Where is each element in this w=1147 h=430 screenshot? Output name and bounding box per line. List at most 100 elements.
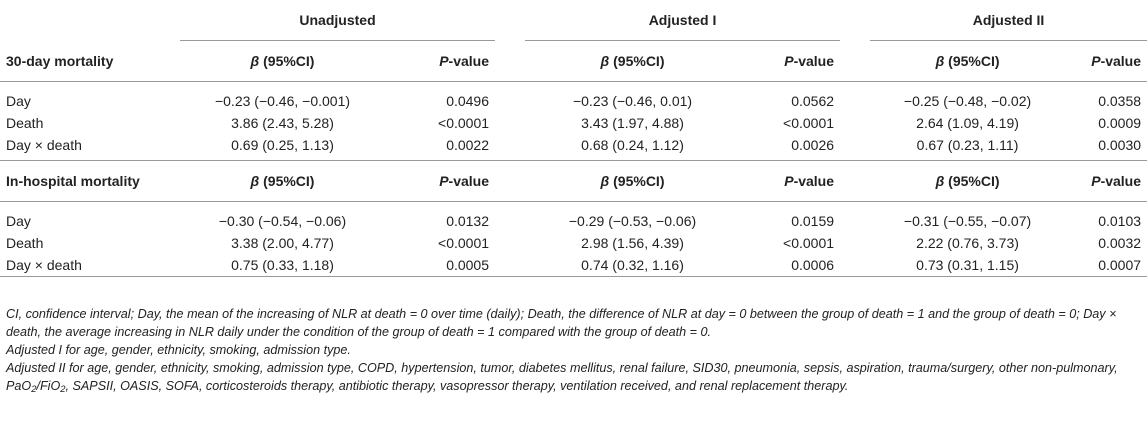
beta-symbol: β <box>250 52 260 69</box>
p-header-text: -value <box>448 52 490 69</box>
p-value: 0.0009 <box>1098 114 1142 131</box>
section-title: 30-day mortality <box>0 40 180 82</box>
p-value: 0.0358 <box>1098 92 1142 109</box>
beta-header-text: (95%CI) <box>259 172 315 189</box>
p-header: P-value <box>740 40 841 82</box>
p-letter: P <box>784 52 794 69</box>
beta-value: −0.23 (−0.46, −0.001) <box>214 92 351 109</box>
beta-value: 0.67 (0.23, 1.11) <box>916 136 1019 153</box>
p-letter: P <box>439 172 449 189</box>
p-value: 0.0022 <box>446 136 490 153</box>
beta-header: β (95%CI) <box>180 159 385 202</box>
beta-value: −0.30 (−0.54, −0.06) <box>218 212 347 229</box>
group-gap <box>840 0 870 41</box>
beta-value: 0.75 (0.33, 1.18) <box>180 253 385 277</box>
p-header-text: -value <box>793 172 835 189</box>
beta-value: 0.74 (0.32, 1.16) <box>525 253 741 277</box>
row-label: Day × death <box>6 136 82 153</box>
beta-value: −0.25 (−0.48, −0.02) <box>903 92 1032 109</box>
beta-value: 0.68 (0.24, 1.12) <box>581 136 684 153</box>
spacer-row <box>0 81 1147 90</box>
footnote-adjusted-2-text: /FiO <box>36 379 61 393</box>
p-header: P-value <box>1065 159 1147 202</box>
table-row: Day −0.23 (−0.46, −0.001) 0.0496 −0.23 (… <box>0 90 1147 112</box>
group-header-row: Unadjusted Adjusted I Adjusted II <box>0 0 1147 41</box>
subscript: 2 <box>31 383 37 395</box>
p-header-text: -value <box>1100 52 1142 69</box>
beta-symbol: β <box>935 52 945 69</box>
p-value: 0.0007 <box>1065 253 1147 277</box>
p-value: <0.0001 <box>438 114 490 131</box>
beta-value: −0.29 (−0.53, −0.06) <box>568 212 697 229</box>
beta-value: 3.38 (2.00, 4.77) <box>231 234 334 251</box>
beta-header: β (95%CI) <box>870 40 1066 82</box>
footnote-adjusted-2-text: Adjusted II for age, gender, ethnicity, … <box>6 361 1118 393</box>
p-value: 0.0006 <box>740 253 841 277</box>
beta-header: β (95%CI) <box>525 40 741 82</box>
footnote-adjusted-1: Adjusted I for age, gender, ethnicity, s… <box>6 343 351 357</box>
p-value: 0.0032 <box>1098 234 1142 251</box>
row-label: Death <box>6 234 44 251</box>
beta-header-text: (95%CI) <box>609 52 665 69</box>
p-value: 0.0103 <box>1098 212 1142 229</box>
beta-value: 2.64 (1.09, 4.19) <box>916 114 1019 131</box>
spacer-row <box>0 201 1147 210</box>
group-header-adjusted-1: Adjusted I <box>525 0 841 41</box>
p-header: P-value <box>385 159 496 202</box>
beta-header: β (95%CI) <box>180 40 385 82</box>
beta-value: 2.22 (0.76, 3.73) <box>916 234 1019 251</box>
p-value: <0.0001 <box>783 234 835 251</box>
row-label: Death <box>6 114 44 131</box>
table-row: Death 3.86 (2.43, 5.28) <0.0001 3.43 (1.… <box>0 112 1147 134</box>
section-header-row: In-hospital mortality β (95%CI) P-value … <box>0 159 1147 202</box>
p-value: 0.0562 <box>791 92 835 109</box>
beta-value: −0.23 (−0.46, 0.01) <box>572 92 693 109</box>
group-header-adjusted-2: Adjusted II <box>870 0 1147 41</box>
footnote-adjusted-2-text: , SAPSII, OASIS, SOFA, corticosteroids t… <box>65 379 849 393</box>
beta-symbol: β <box>935 172 945 189</box>
table-row: Day × death 0.69 (0.25, 1.13) 0.0022 0.6… <box>0 134 1147 156</box>
beta-header: β (95%CI) <box>525 159 741 202</box>
table-row: Death 3.38 (2.00, 4.77) <0.0001 2.98 (1.… <box>0 232 1147 254</box>
p-header: P-value <box>385 40 496 82</box>
beta-value: 3.86 (2.43, 5.28) <box>231 114 334 131</box>
p-header: P-value <box>740 159 841 202</box>
p-value: <0.0001 <box>783 114 835 131</box>
p-letter: P <box>784 172 794 189</box>
p-value: 0.0132 <box>446 212 490 229</box>
regression-table: Unadjusted Adjusted I Adjusted II 30-day… <box>0 0 1147 277</box>
p-value: 0.0030 <box>1098 136 1142 153</box>
section-title: In-hospital mortality <box>0 159 180 202</box>
group-header-unadjusted: Unadjusted <box>180 0 496 41</box>
group-gap <box>495 0 525 41</box>
p-value: 0.0496 <box>446 92 490 109</box>
table-row: Day × death 0.75 (0.33, 1.18) 0.0005 0.7… <box>0 253 1147 277</box>
p-letter: P <box>1091 172 1101 189</box>
row-label: Day <box>6 212 31 229</box>
p-value: 0.0026 <box>791 136 835 153</box>
row-label: Day <box>6 92 31 109</box>
p-header: P-value <box>1065 40 1147 82</box>
p-header-text: -value <box>448 172 490 189</box>
p-letter: P <box>439 52 449 69</box>
p-header-text: -value <box>793 52 835 69</box>
beta-value: 0.69 (0.25, 1.13) <box>231 136 334 153</box>
beta-header-text: (95%CI) <box>944 172 1000 189</box>
beta-value: 3.43 (1.97, 4.88) <box>581 114 684 131</box>
beta-header-text: (95%CI) <box>944 52 1000 69</box>
beta-value: 2.98 (1.56, 4.39) <box>581 234 684 251</box>
beta-header-text: (95%CI) <box>609 172 665 189</box>
p-value: <0.0001 <box>438 234 490 251</box>
beta-header: β (95%CI) <box>870 159 1066 202</box>
beta-value: −0.31 (−0.55, −0.07) <box>903 212 1032 229</box>
beta-symbol: β <box>250 172 260 189</box>
footnote-adjusted-2: Adjusted II for age, gender, ethnicity, … <box>6 359 1141 395</box>
corner-cell <box>0 0 180 41</box>
footnote-definitions: CI, confidence interval; Day, the mean o… <box>6 307 1117 339</box>
subscript: 2 <box>60 383 66 395</box>
p-letter: P <box>1091 52 1101 69</box>
section-header-row: 30-day mortality β (95%CI) P-value β (95… <box>0 40 1147 82</box>
p-value: 0.0159 <box>791 212 835 229</box>
beta-header-text: (95%CI) <box>259 52 315 69</box>
